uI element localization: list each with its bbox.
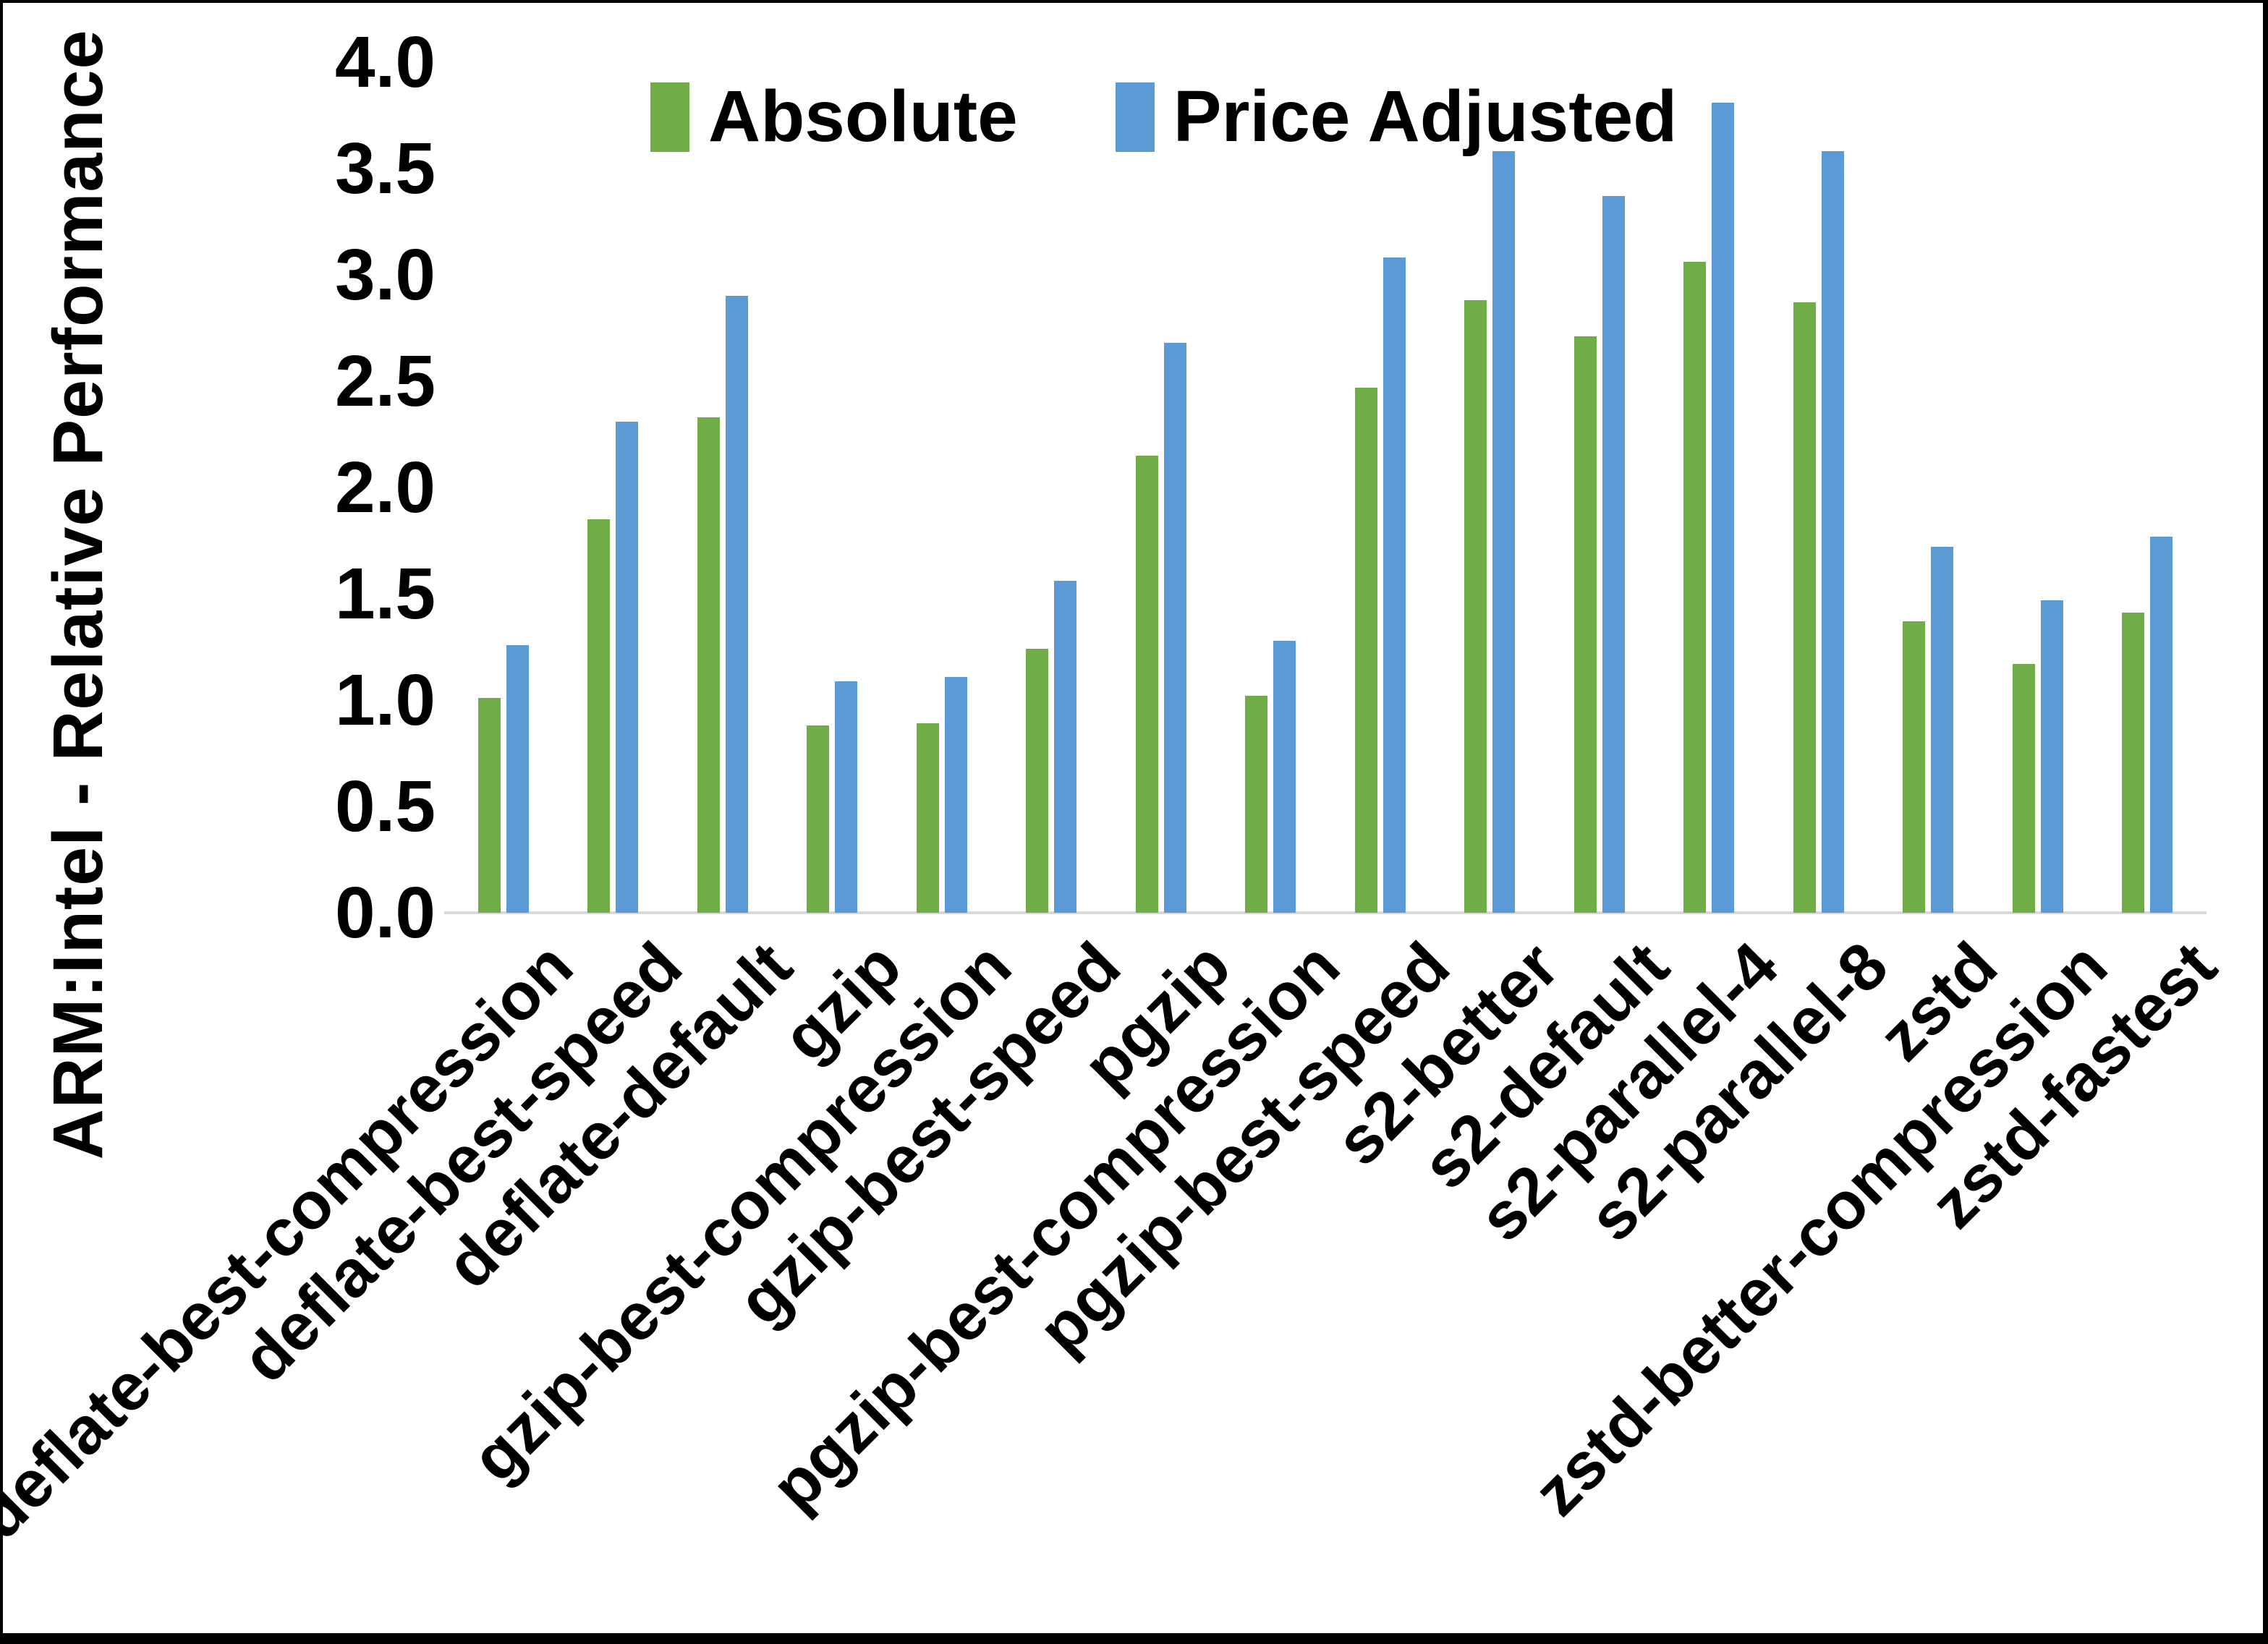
legend-swatch-icon	[1115, 82, 1155, 152]
absolute-bar	[1354, 387, 1377, 913]
legend-swatch-icon	[650, 82, 689, 152]
price-adjusted-bar	[1273, 640, 1296, 913]
legend-label: Price Adjusted	[1173, 76, 1678, 157]
bar-group	[668, 62, 778, 913]
bar-group	[449, 62, 558, 913]
price-adjusted-bar	[2040, 600, 2063, 913]
price-adjusted-bar	[1492, 151, 1516, 913]
absolute-bar	[2012, 664, 2035, 913]
y-axis-tick-label: 3.5	[334, 128, 436, 209]
y-axis-title: ARM:Intel - Relative Performance	[38, 29, 117, 1160]
price-adjusted-bar	[1383, 257, 1406, 913]
absolute-bar	[2122, 613, 2145, 913]
y-axis-tick-label: 3.0	[334, 234, 436, 315]
legend: Absolute Price Adjusted	[650, 75, 1677, 158]
absolute-bar	[1903, 621, 1926, 913]
legend-item: Price Adjusted	[1115, 75, 1678, 158]
absolute-bar	[1573, 336, 1597, 913]
bar-group	[1435, 62, 1545, 913]
absolute-bar	[1245, 696, 1268, 913]
absolute-bar	[1683, 262, 1707, 913]
absolute-bar	[916, 723, 939, 913]
y-axis-tick-label: 0.5	[334, 766, 436, 847]
absolute-bar	[807, 725, 830, 913]
legend-item: Absolute	[650, 75, 1018, 158]
price-adjusted-bar	[1821, 151, 1844, 913]
absolute-bar	[1135, 455, 1158, 913]
bar-group	[558, 62, 668, 913]
absolute-bar	[697, 417, 720, 913]
bar-group	[887, 62, 997, 913]
bar-group	[1216, 62, 1326, 913]
price-adjusted-bar	[725, 296, 748, 913]
y-axis-tick-label: 2.5	[334, 341, 436, 422]
price-adjusted-bar	[1054, 581, 1077, 913]
absolute-bar	[587, 519, 611, 913]
absolute-bar	[1793, 302, 1816, 913]
price-adjusted-bar	[506, 644, 529, 913]
absolute-bar	[1464, 300, 1487, 913]
y-axis-tick-label: 1.5	[334, 553, 436, 634]
price-adjusted-bar	[1602, 196, 1625, 913]
absolute-bar	[1026, 649, 1049, 913]
x-axis-line	[444, 911, 2207, 914]
legend-label: Absolute	[708, 76, 1018, 157]
y-axis-tick-label: 2.0	[334, 447, 436, 528]
bar-group	[1106, 62, 1216, 913]
bar-group	[1325, 62, 1435, 913]
y-axis-tick-label: 4.0	[334, 22, 436, 103]
bar-group	[1874, 62, 1984, 913]
price-adjusted-bar	[1163, 343, 1186, 913]
price-adjusted-bar	[2150, 536, 2173, 913]
y-axis-tick-label: 0.0	[334, 872, 436, 953]
bar-group	[2093, 62, 2203, 913]
bar-group	[1764, 62, 1874, 913]
bar-group	[1545, 62, 1655, 913]
plot-area	[444, 62, 2207, 914]
price-adjusted-bar	[616, 421, 639, 913]
bar-group	[1983, 62, 2093, 913]
bar-group	[778, 62, 888, 913]
price-adjusted-bar	[1712, 102, 1735, 913]
price-adjusted-bar	[944, 676, 967, 913]
bar-group	[997, 62, 1107, 913]
bar-group	[1655, 62, 1764, 913]
price-adjusted-bar	[1931, 547, 1954, 913]
price-adjusted-bar	[835, 681, 858, 913]
absolute-bar	[477, 698, 501, 913]
y-axis-tick-label: 1.0	[334, 660, 436, 741]
